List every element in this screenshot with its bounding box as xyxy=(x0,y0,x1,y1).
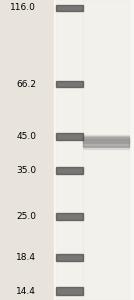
Bar xyxy=(83,136,129,140)
Bar xyxy=(54,0,134,300)
Bar xyxy=(83,0,129,300)
Text: 116.0: 116.0 xyxy=(10,4,36,13)
Bar xyxy=(83,141,129,146)
Bar xyxy=(83,146,129,149)
Text: 45.0: 45.0 xyxy=(16,132,36,141)
Bar xyxy=(83,139,129,147)
Bar xyxy=(83,137,129,143)
Text: 14.4: 14.4 xyxy=(16,286,36,296)
Bar xyxy=(56,167,83,174)
Text: 25.0: 25.0 xyxy=(16,212,36,221)
Bar xyxy=(56,133,83,140)
Bar xyxy=(56,287,83,295)
Bar xyxy=(56,213,83,220)
Bar xyxy=(56,81,83,87)
Text: 35.0: 35.0 xyxy=(16,166,36,175)
Bar xyxy=(56,5,83,11)
Bar xyxy=(56,0,83,300)
Text: 66.2: 66.2 xyxy=(16,80,36,88)
Bar xyxy=(56,254,83,261)
Bar xyxy=(83,135,129,138)
Text: 18.4: 18.4 xyxy=(16,254,36,262)
